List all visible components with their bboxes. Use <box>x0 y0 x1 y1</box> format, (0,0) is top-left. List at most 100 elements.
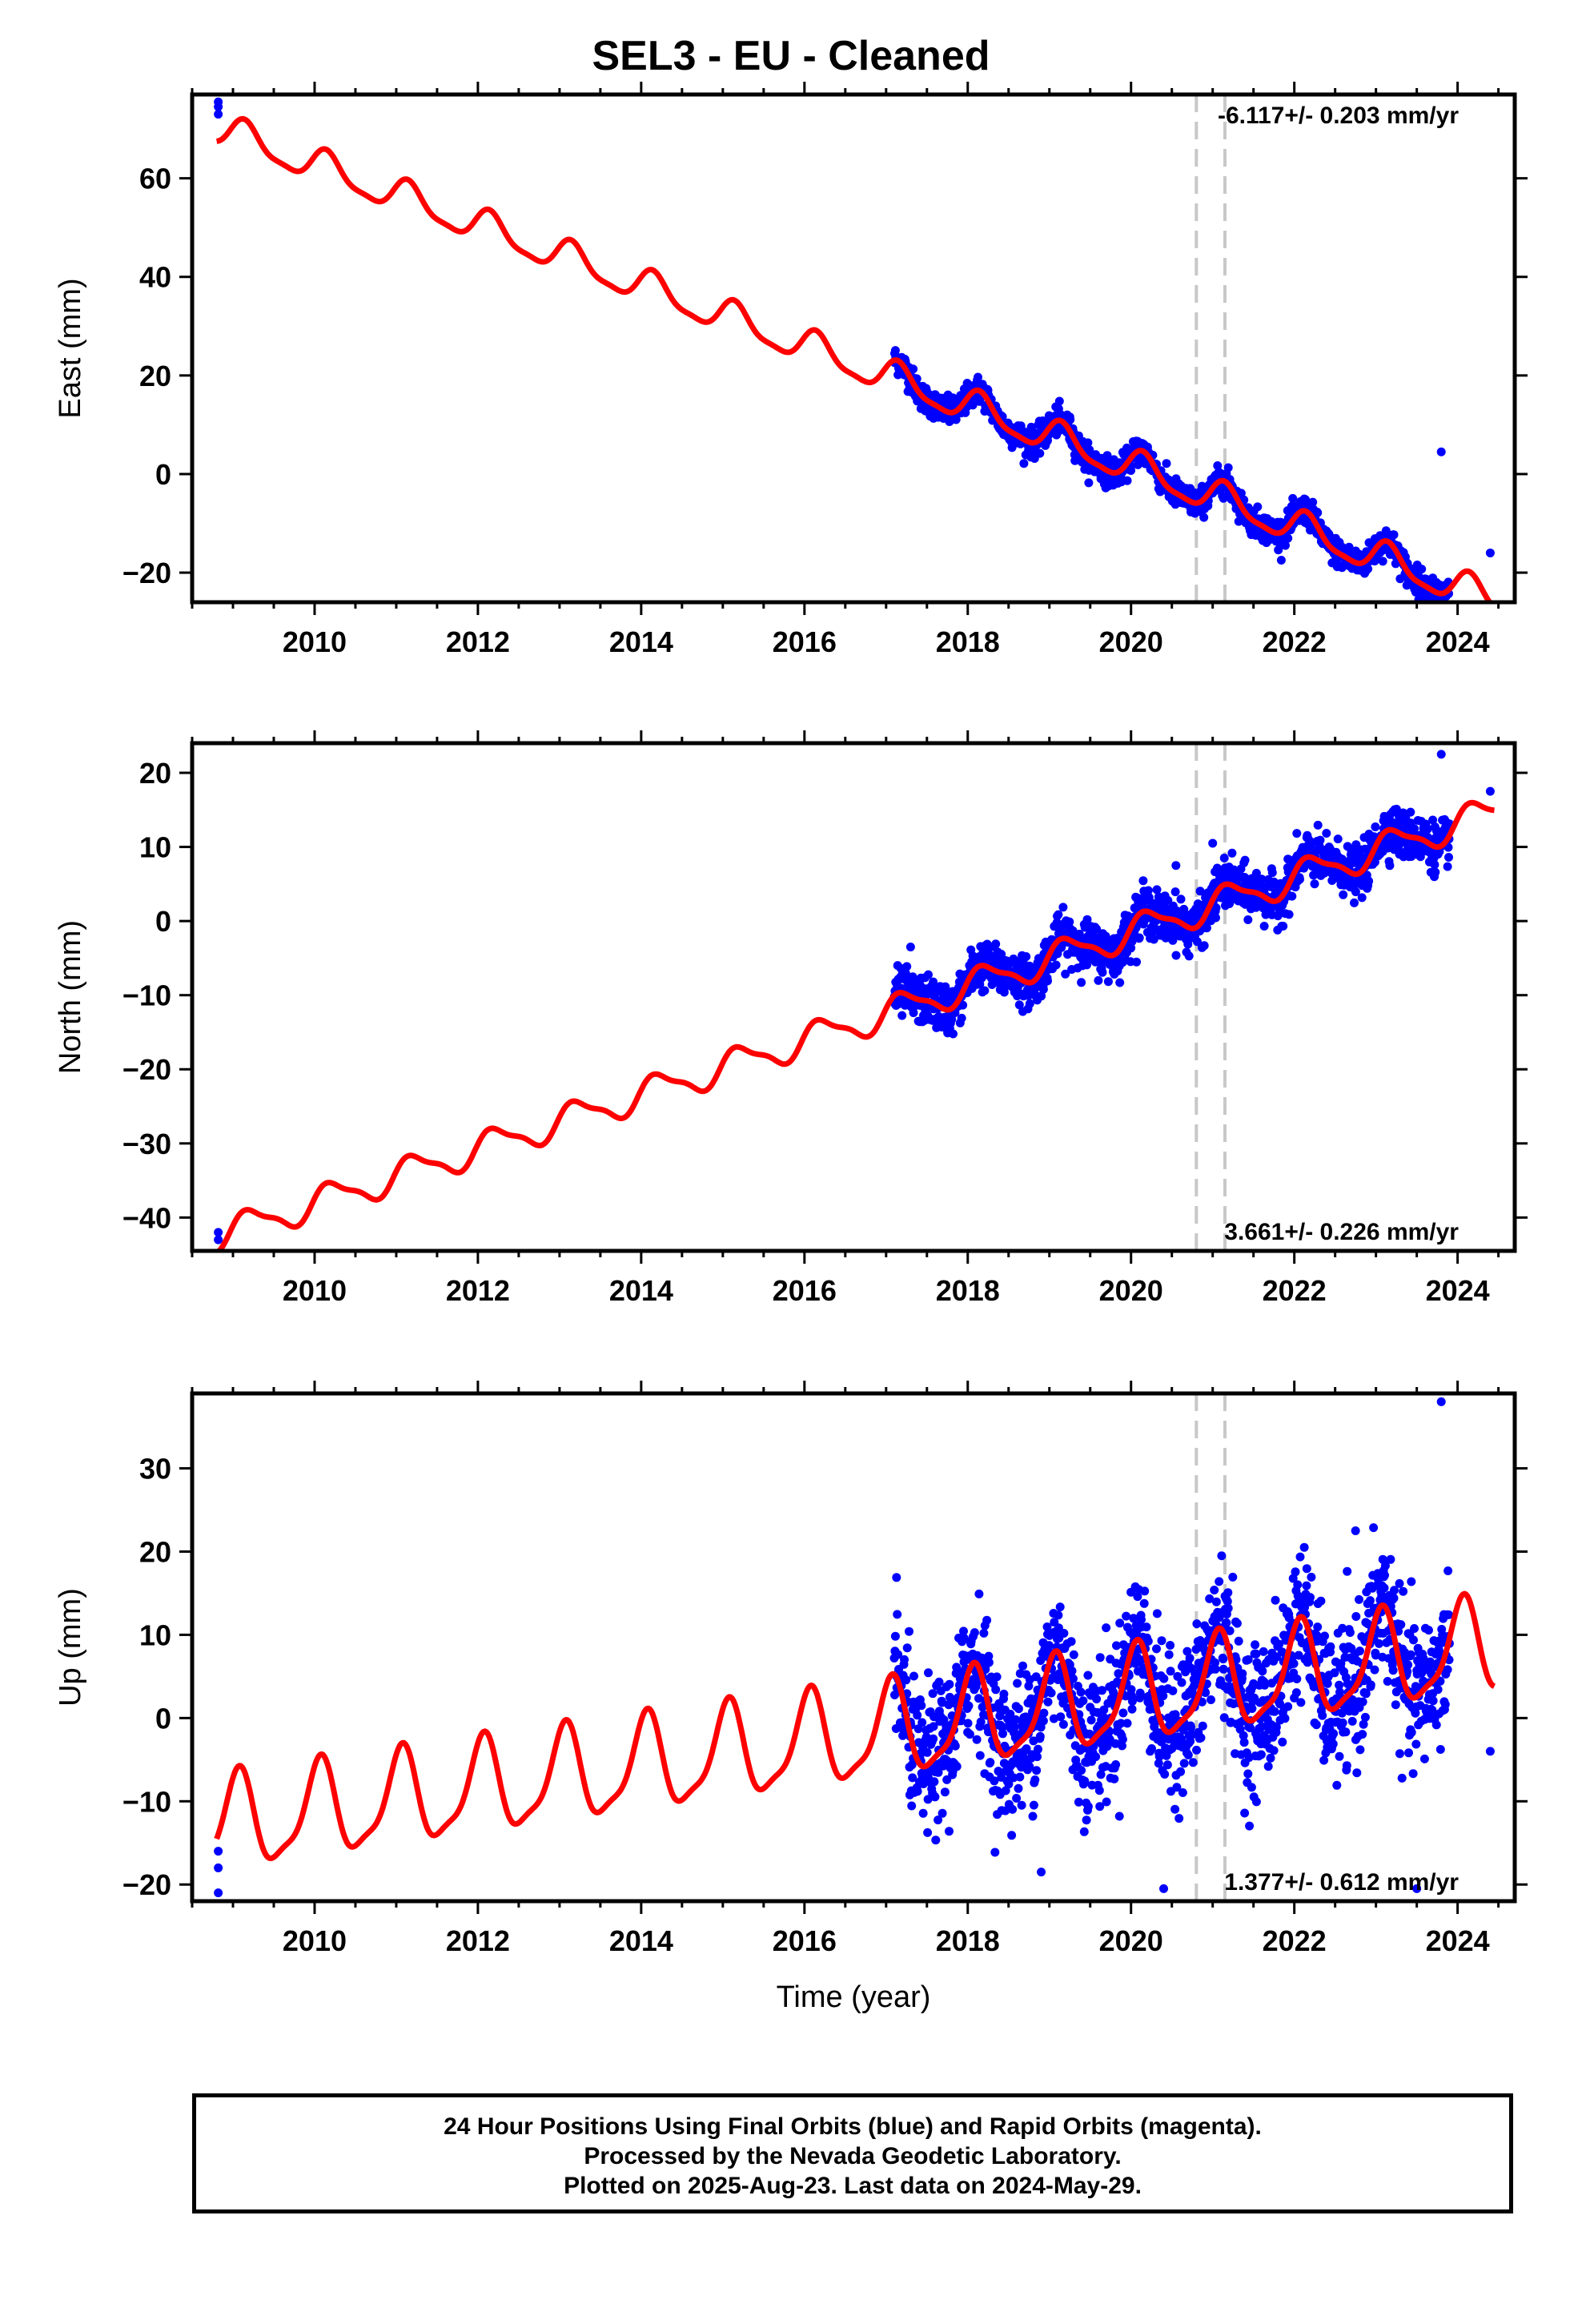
data-point <box>1313 1622 1323 1632</box>
data-point <box>1030 1775 1040 1784</box>
data-point <box>1103 977 1113 987</box>
model-fit-line <box>214 1590 1496 1862</box>
data-point <box>1364 876 1374 886</box>
data-point <box>1162 459 1171 468</box>
data-point <box>1403 1667 1412 1676</box>
data-point <box>934 1767 943 1777</box>
data-point <box>974 1694 983 1703</box>
data-point <box>986 1758 995 1767</box>
data-point <box>1326 1642 1335 1651</box>
data-point <box>1247 1783 1256 1792</box>
data-point <box>1077 1766 1086 1775</box>
data-point <box>1213 461 1223 470</box>
chart-title: SEL3 - EU - Cleaned <box>592 33 990 79</box>
data-point <box>929 977 938 987</box>
data-point <box>974 372 982 382</box>
data-point <box>1025 999 1034 1008</box>
x-tick-label: 2010 <box>283 1274 347 1307</box>
data-point <box>1132 957 1141 967</box>
data-point <box>1371 1651 1380 1660</box>
data-point <box>929 1734 938 1743</box>
y-tick-label: 20 <box>139 360 171 392</box>
data-point <box>1388 1666 1398 1675</box>
data-point <box>1436 750 1446 759</box>
y-tick-label: 0 <box>155 458 171 491</box>
data-point <box>1170 1710 1180 1719</box>
footer-box: 24 Hour Positions Using Final Orbits (bl… <box>192 2093 1513 2213</box>
data-point <box>905 943 915 952</box>
y-tick-label: 10 <box>139 831 171 864</box>
data-point <box>1228 1572 1238 1582</box>
data-point <box>1168 1686 1178 1695</box>
data-point <box>929 1722 938 1731</box>
data-point <box>1083 1671 1093 1680</box>
data-point <box>1217 1551 1227 1561</box>
plot-area <box>214 94 1495 602</box>
data-point <box>976 1717 986 1727</box>
data-point <box>1243 1655 1253 1664</box>
data-point <box>1170 887 1180 897</box>
data-point <box>1375 1638 1383 1648</box>
data-point <box>1074 1797 1083 1807</box>
data-point <box>1196 1733 1206 1743</box>
data-point <box>909 1671 918 1681</box>
data-point <box>1186 1723 1195 1732</box>
data-point <box>980 986 990 995</box>
y-axis-label: East (mm) <box>54 278 87 418</box>
data-point <box>1251 1797 1261 1807</box>
data-point <box>1330 1668 1339 1678</box>
data-point <box>1251 1640 1260 1650</box>
data-point <box>1115 1618 1125 1628</box>
data-point <box>1295 875 1304 884</box>
data-point <box>1004 1779 1014 1789</box>
data-point <box>1313 508 1323 517</box>
data-point <box>1379 1583 1389 1593</box>
data-point <box>1232 1618 1242 1628</box>
data-point <box>990 1848 1000 1857</box>
data-point <box>1111 1760 1121 1769</box>
data-point <box>1339 890 1348 899</box>
data-point <box>1135 1688 1145 1698</box>
data-point <box>1207 1695 1215 1704</box>
data-point <box>1008 1804 1018 1814</box>
data-point <box>1355 1745 1365 1755</box>
data-point <box>1158 1691 1168 1701</box>
data-point <box>928 1689 938 1699</box>
model-fit-line <box>215 115 1493 602</box>
data-point <box>1240 855 1250 865</box>
data-point <box>1253 502 1263 512</box>
data-point <box>905 1626 913 1636</box>
y-axis-label: North (mm) <box>54 920 87 1074</box>
east-panel: 2010 2012 2014 2016 2018 2020 2022 2024−2002040… <box>54 82 1528 658</box>
data-point <box>951 415 961 424</box>
data-point <box>1066 415 1075 424</box>
data-point <box>1299 1542 1309 1552</box>
data-point <box>1240 1808 1250 1818</box>
data-point <box>1022 1744 1031 1754</box>
x-tick-label: 2024 <box>1426 1924 1490 1957</box>
data-point <box>965 1730 974 1739</box>
data-point <box>1166 1641 1175 1650</box>
data-point <box>1191 1645 1201 1654</box>
data-point <box>1223 463 1233 472</box>
plot-frame <box>190 741 1517 1253</box>
data-point <box>1215 1577 1224 1586</box>
data-point <box>1343 1566 1352 1576</box>
data-point <box>1406 1650 1415 1659</box>
data-point <box>930 1712 938 1722</box>
data-point <box>1257 875 1267 884</box>
data-point <box>1082 960 1091 970</box>
data-point <box>1256 1750 1266 1759</box>
x-tick-label: 2022 <box>1263 625 1327 658</box>
data-point <box>1082 915 1092 924</box>
data-point <box>1056 1712 1066 1722</box>
data-point <box>1059 1629 1069 1638</box>
data-point <box>1363 564 1373 573</box>
data-point <box>934 1677 944 1687</box>
data-point <box>1269 1746 1279 1755</box>
data-point <box>1399 1586 1408 1596</box>
x-tick-label: 2020 <box>1099 1924 1163 1957</box>
data-point <box>1357 893 1367 903</box>
data-point <box>1110 1774 1119 1783</box>
data-point <box>1083 438 1093 448</box>
